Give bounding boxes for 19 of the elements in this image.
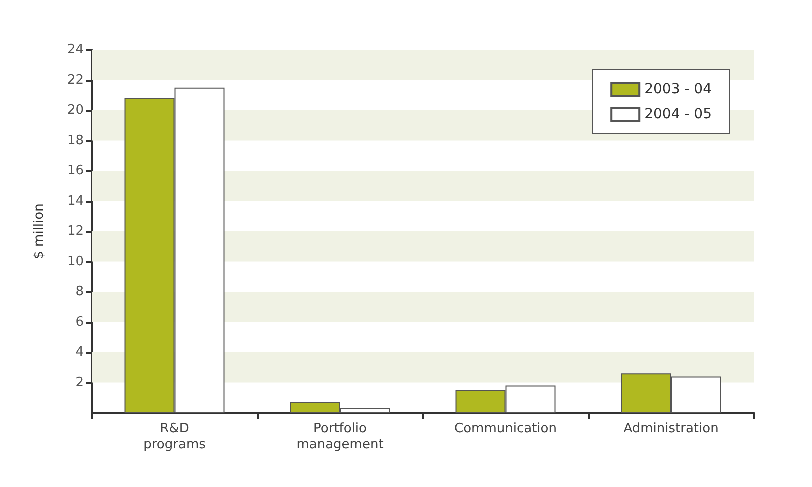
y-tick-label: 24 [67,42,84,58]
x-tick-label: R&D programs [144,422,206,452]
y-tick-label: 22 [67,72,84,88]
y-tick-label: 2 [76,375,84,390]
legend-label: 2004 - 05 [644,106,712,122]
x-tick-label: Administration [624,422,719,436]
y-tick-label: 4 [76,345,84,360]
y-tick-label: 8 [76,284,84,300]
y-tick-label: 20 [67,103,84,118]
legend-label: 2003 - 04 [644,82,712,98]
x-tick-label: Communication [454,422,557,436]
y-tick-label: 18 [67,133,84,148]
y-tick-label: 6 [76,314,84,330]
y-axis-title: $ million [32,204,47,260]
y-tick-label: 10 [67,254,84,270]
y-tick-label: 12 [67,224,84,239]
x-tick-label: Portfolio management [296,422,384,452]
y-tick-label: 14 [67,194,84,209]
y-tick-label: 16 [67,164,84,178]
